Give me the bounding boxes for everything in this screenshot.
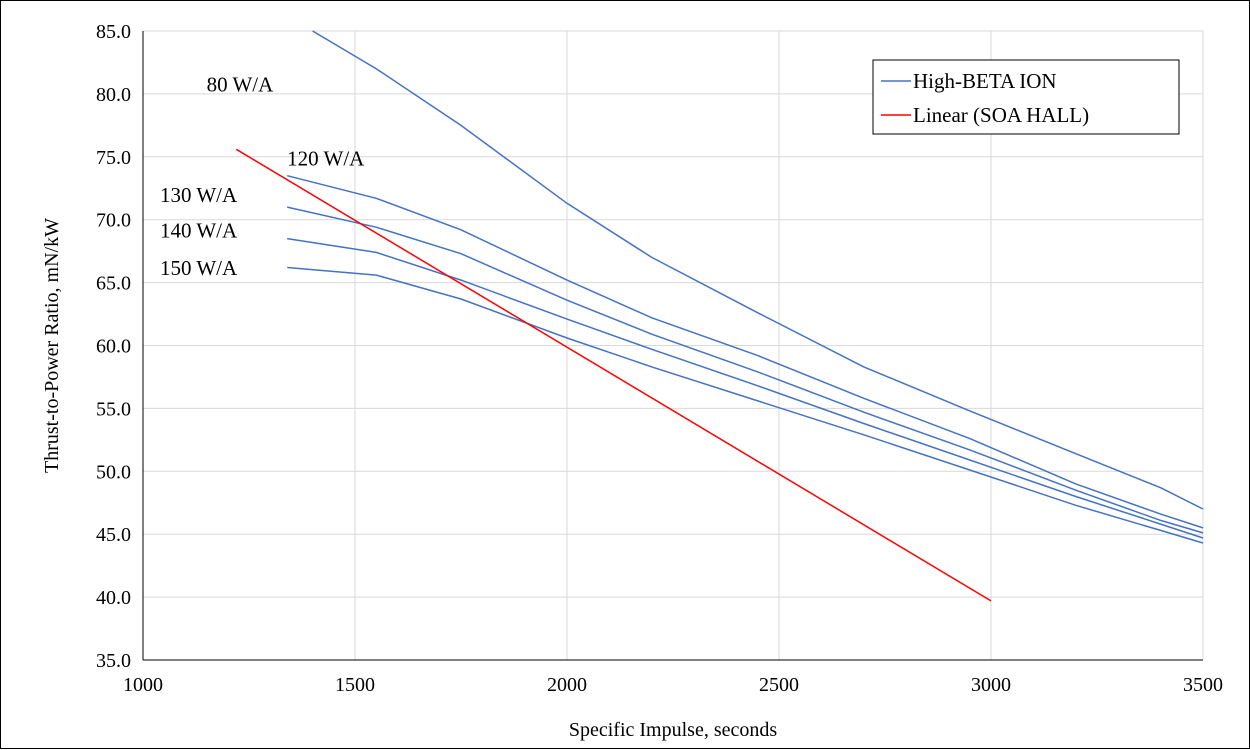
legend-label-high-beta-ion: High-BETA ION [913, 69, 1057, 93]
y-tick-label: 70.0 [96, 210, 131, 232]
x-tick-label: 3500 [1183, 674, 1223, 696]
x-tick-label: 2500 [759, 674, 799, 696]
x-tick-label: 3000 [971, 674, 1011, 696]
y-tick-label: 85.0 [96, 21, 131, 43]
curve-label: 130 W/A [160, 183, 238, 207]
annotations: 80 W/A 120 W/A 130 W/A 140 W/A 150 W/A [160, 72, 365, 280]
curve-label: 150 W/A [160, 256, 238, 280]
y-tick-label: 50.0 [96, 461, 131, 483]
soa-hall-linear-line [235, 148, 992, 602]
x-tick-label: 1500 [335, 674, 375, 696]
series-layer [235, 30, 1204, 602]
axes: 1000 1500 2000 2500 3000 3500 35.0 40.0 45.0 50.0… [96, 21, 1223, 696]
y-tick-label: 40.0 [96, 587, 131, 609]
legend-box [872, 59, 1180, 135]
ion-series-line-1 [287, 174, 1204, 529]
ion-series-line-0 [312, 30, 1204, 510]
y-tick-label: 55.0 [96, 398, 131, 420]
curve-label: 80 W/A [207, 72, 275, 96]
y-tick-label: 60.0 [96, 336, 131, 358]
y-tick-label: 75.0 [96, 147, 131, 169]
y-tick-label: 45.0 [96, 524, 131, 546]
legend: High-BETA ION Linear (SOA HALL) [872, 59, 1180, 135]
x-tick-label: 1000 [123, 674, 163, 696]
ion-series-line-4 [287, 266, 1204, 544]
y-tick-label: 80.0 [96, 84, 131, 106]
y-tick-label: 65.0 [96, 273, 131, 295]
legend-label-linear-soa-hall: Linear (SOA HALL) [913, 103, 1089, 127]
curve-label: 140 W/A [160, 218, 238, 242]
ion-series-line-3 [287, 237, 1204, 539]
x-axis-title: Specific Impulse, seconds [569, 719, 777, 741]
y-axis-title: Thrust-to-Power Ratio, mN/kW [41, 218, 63, 473]
y-tick-label: 35.0 [96, 650, 131, 672]
curve-label: 120 W/A [287, 147, 365, 171]
ion-series-line-2 [287, 206, 1204, 534]
x-tick-label: 2000 [547, 674, 587, 696]
